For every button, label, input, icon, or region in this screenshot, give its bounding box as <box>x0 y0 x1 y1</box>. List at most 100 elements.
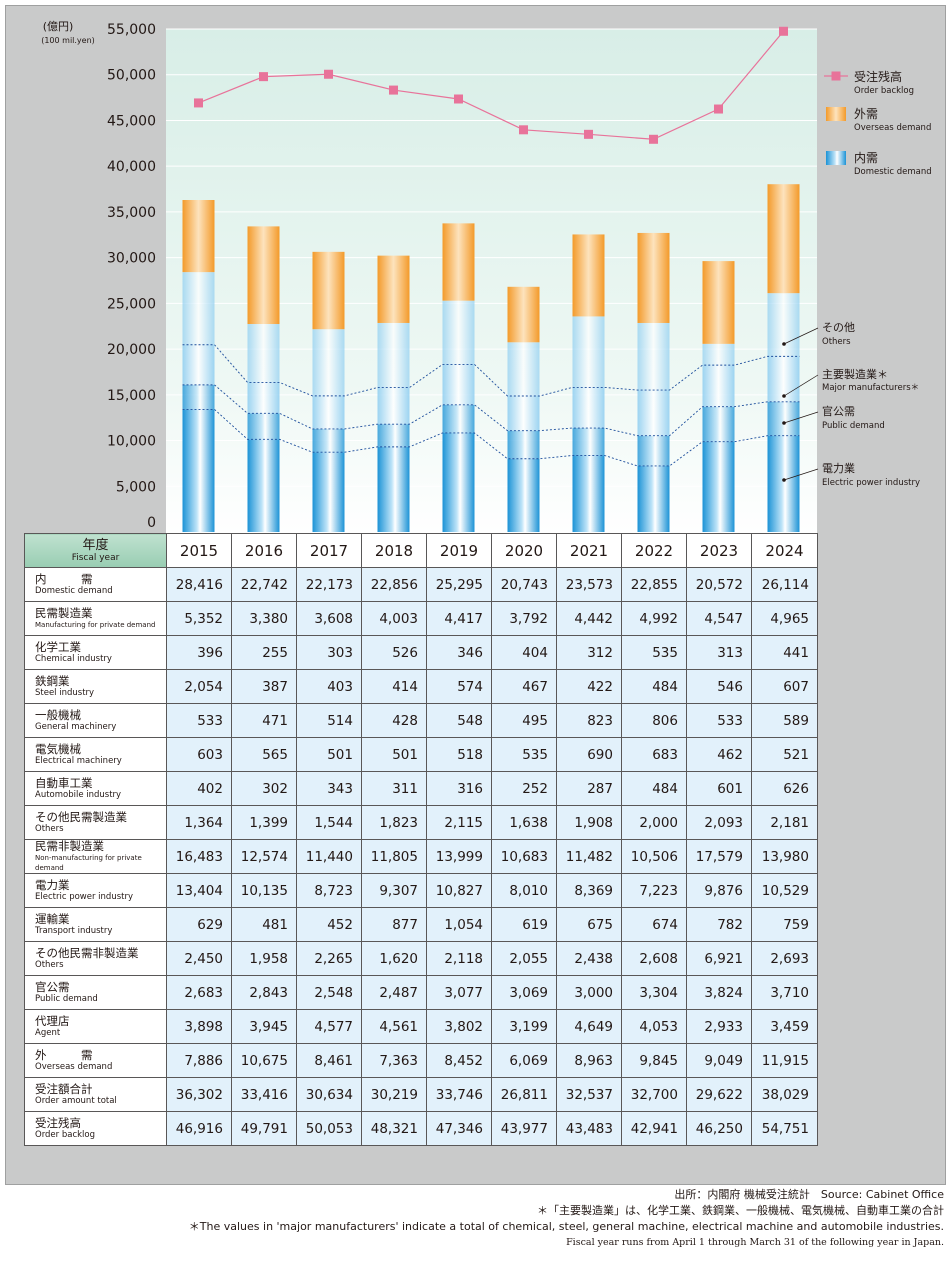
bar-public-demand <box>572 428 605 456</box>
row-label: 鉄鋼業 Steel industry <box>24 669 167 704</box>
row-label-en: Electrical machinery <box>35 756 122 766</box>
table-cell: 1,620 <box>361 941 427 976</box>
table-cell: 33,746 <box>426 1077 492 1112</box>
annotation-leader <box>783 327 819 345</box>
y-tick-label: 5,000 <box>116 479 156 495</box>
unit-label: (億円) <box>43 20 74 33</box>
year-header-cell: 2024 <box>751 533 818 568</box>
bar-electric-power <box>442 432 475 532</box>
row-label: 代理店 Agent <box>24 1009 167 1044</box>
y-tick-label: 20,000 <box>107 342 156 358</box>
row-label-jp: 受注残高 <box>35 1116 81 1130</box>
table-cell: 346 <box>426 635 492 670</box>
bar-domestic-others <box>637 322 670 391</box>
table-cell: 10,506 <box>621 839 687 874</box>
data-table: 年度 Fiscal year 2015 2016 2017 2018 2019 2020 2… <box>24 533 818 1146</box>
legend-label-en: Overseas demand <box>854 123 931 133</box>
bar-electric-power <box>702 441 735 532</box>
row-label-jp: 電気機械 <box>35 742 81 756</box>
table-cell: 574 <box>426 669 492 704</box>
table-cell: 2,548 <box>296 975 362 1010</box>
table-cell: 2,608 <box>621 941 687 976</box>
row-label: その他民需製造業 Others <box>24 805 167 840</box>
table-cell: 521 <box>751 737 818 772</box>
table-cell: 518 <box>426 737 492 772</box>
table-cell: 11,482 <box>556 839 622 874</box>
bar-public-demand <box>637 435 670 466</box>
table-cell: 29,622 <box>686 1077 752 1112</box>
table-cell: 46,250 <box>686 1111 752 1146</box>
table-row: 民需製造業 Manufacturing for private demand 5,3… <box>24 601 818 636</box>
backlog-point <box>389 85 398 95</box>
backlog-point <box>454 94 463 104</box>
legend-backlog-swatch <box>831 71 841 81</box>
bar-overseas <box>767 184 800 294</box>
row-label-en: General machinery <box>35 722 117 732</box>
table-cell: 11,915 <box>751 1043 818 1078</box>
year-header-cell: 2022 <box>621 533 687 568</box>
bar-electric-power <box>182 409 215 532</box>
legend-label-en: Domestic demand <box>854 167 932 177</box>
table-cell: 48,321 <box>361 1111 427 1146</box>
table-cell: 6,921 <box>686 941 752 976</box>
backlog-point <box>714 104 723 114</box>
row-label-en: Overseas demand <box>35 1062 113 1072</box>
table-cell: 441 <box>751 635 818 670</box>
table-cell: 9,845 <box>621 1043 687 1078</box>
fiscal-year-jp: 年度 <box>82 537 109 553</box>
table-cell: 13,404 <box>166 873 232 908</box>
order-chart: 0 5,000 10,000 15,000 20,000 25,000 30,000 35,0… <box>41 20 932 534</box>
table-cell: 13,999 <box>426 839 492 874</box>
table-cell: 2,693 <box>751 941 818 976</box>
table-cell: 43,483 <box>556 1111 622 1146</box>
bar-public-demand <box>702 406 735 442</box>
table-cell: 25,295 <box>426 567 492 602</box>
table-cell: 26,114 <box>751 567 818 602</box>
table-cell: 467 <box>491 669 557 704</box>
note-en: ＊The values in 'major manufacturers' ind… <box>188 1220 944 1233</box>
bar-domestic-others <box>702 343 735 366</box>
table-cell: 603 <box>166 737 232 772</box>
table-header-row: 年度 Fiscal year 2015 2016 2017 2018 2019 2020 2… <box>24 533 818 568</box>
bar-major-manufacturers <box>312 395 345 429</box>
backlog-point <box>649 134 658 144</box>
table-cell: 3,802 <box>426 1009 492 1044</box>
row-label-en: Agent <box>35 1028 61 1038</box>
annotation-leader <box>783 411 819 424</box>
table-cell: 471 <box>231 703 297 738</box>
table-cell: 403 <box>296 669 362 704</box>
table-cell: 26,811 <box>491 1077 557 1112</box>
table-row: 電力業 Electric power industry 13,404 10,135 8,… <box>24 873 818 908</box>
annotation-label-en: Electric power industry <box>822 478 920 488</box>
row-label: 民需非製造業 Non-manufacturing for private dema… <box>24 839 167 874</box>
table-cell: 422 <box>556 669 622 704</box>
bar-domestic-others <box>507 342 540 396</box>
table-cell: 38,029 <box>751 1077 818 1112</box>
row-label-en: Order backlog <box>35 1130 96 1140</box>
table-cell: 3,304 <box>621 975 687 1010</box>
table-cell: 589 <box>751 703 818 738</box>
table-cell: 2,683 <box>166 975 232 1010</box>
row-label: 内 需 Domestic demand <box>24 567 167 602</box>
row-label: 自動車工業 Automobile industry <box>24 771 167 806</box>
table-cell: 535 <box>491 737 557 772</box>
table-cell: 619 <box>491 907 557 942</box>
table-cell: 548 <box>426 703 492 738</box>
row-label-jp: 民需非製造業 <box>35 839 104 853</box>
table-cell: 501 <box>361 737 427 772</box>
y-tick-label: 45,000 <box>107 113 156 129</box>
y-tick-label: 0 <box>147 515 156 531</box>
table-cell: 3,069 <box>491 975 557 1010</box>
table-cell: 452 <box>296 907 362 942</box>
table-cell: 4,561 <box>361 1009 427 1044</box>
bar-major-manufacturers <box>637 390 670 436</box>
bar-major-manufacturers <box>182 344 215 385</box>
y-tick-label: 25,000 <box>107 296 156 312</box>
table-cell: 4,442 <box>556 601 622 636</box>
row-label-en: Steel industry <box>35 688 95 698</box>
table-row: その他民需非製造業 Others 2,450 1,958 2,265 1,620 2,118… <box>24 941 818 976</box>
table-cell: 47,346 <box>426 1111 492 1146</box>
fiscal-year-header: 年度 Fiscal year <box>24 533 167 568</box>
table-cell: 626 <box>751 771 818 806</box>
bar-electric-power <box>637 465 670 532</box>
